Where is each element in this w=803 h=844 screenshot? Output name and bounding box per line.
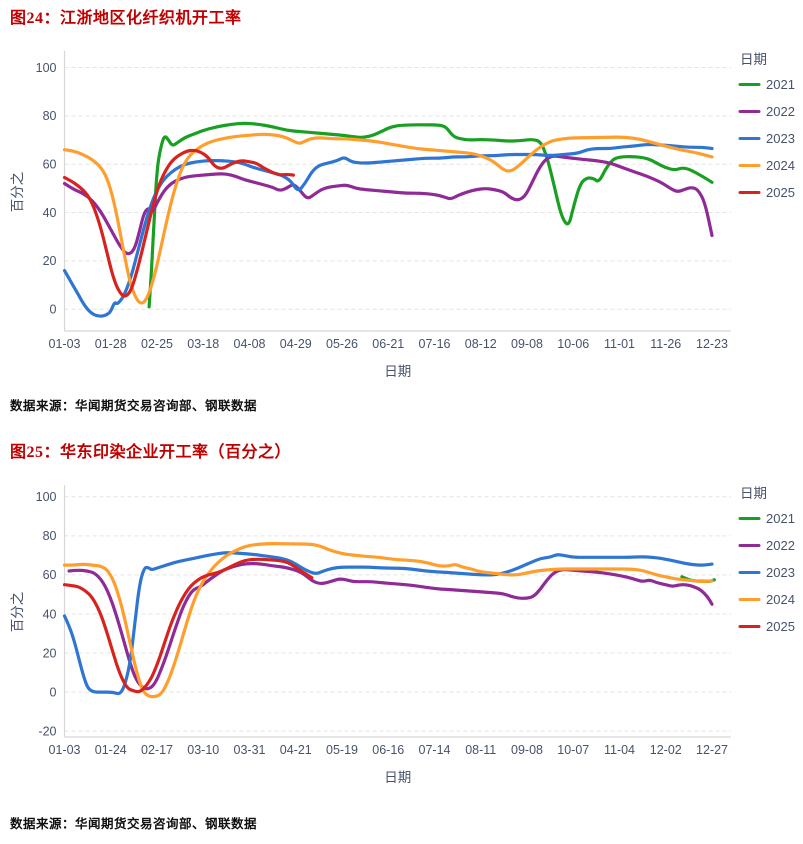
x-tick-label: 02-25 <box>141 337 173 351</box>
y-tick-label: 100 <box>36 61 57 75</box>
legend-item-2022[interactable]: 2022 <box>738 538 795 553</box>
series-line-2024[interactable] <box>62 132 714 305</box>
x-tick-label: 12-23 <box>696 337 728 351</box>
x-tick-label: 09-08 <box>511 337 543 351</box>
legend-label: 2022 <box>766 538 795 553</box>
x-tick-label: 03-31 <box>234 743 266 757</box>
y-tick-label: 80 <box>43 529 57 543</box>
y-tick-label: -20 <box>38 724 56 738</box>
y-tick-label: 40 <box>43 206 57 220</box>
legend-item-2022[interactable]: 2022 <box>738 104 795 119</box>
x-tick-label: 04-21 <box>280 743 312 757</box>
x-tick-label: 10-07 <box>557 743 589 757</box>
y-tick-label: 0 <box>50 685 57 699</box>
x-tick-label: 02-17 <box>141 743 173 757</box>
legend-item-2024[interactable]: 2024 <box>738 158 795 173</box>
x-tick-label: 11-26 <box>650 337 681 351</box>
x-tick-label: 09-08 <box>511 743 543 757</box>
series-line-2022[interactable] <box>62 154 714 256</box>
legend-item-2024[interactable]: 2024 <box>738 592 795 607</box>
x-tick-label: 03-10 <box>187 743 219 757</box>
legend-item-2025[interactable]: 2025 <box>738 619 795 634</box>
y-tick-label: 100 <box>36 490 57 504</box>
x-tick-label: 07-14 <box>419 743 451 757</box>
y-tick-label: 40 <box>43 607 57 621</box>
legend-label: 2024 <box>766 158 795 173</box>
y-tick-label: 20 <box>43 254 57 268</box>
x-tick-label: 07-16 <box>419 337 451 351</box>
y-tick-label: 0 <box>50 303 57 317</box>
x-tick-label: 12-27 <box>696 743 728 757</box>
x-tick-label: 01-28 <box>95 337 127 351</box>
x-tick-label: 06-21 <box>372 337 404 351</box>
chart25-source: 数据来源：华闻期货交易咨询部、钢联数据 <box>10 817 258 831</box>
series-line-2024[interactable] <box>62 542 714 699</box>
y-axis-title: 百分之 <box>10 592 25 633</box>
x-tick-label: 05-19 <box>326 743 358 757</box>
y-tick-label: 20 <box>43 646 57 660</box>
x-tick-label: 12-02 <box>650 743 682 757</box>
legend-label: 2021 <box>766 511 795 526</box>
legend-item-2021[interactable]: 2021 <box>738 511 795 526</box>
series-line-2025[interactable] <box>62 557 314 694</box>
y-tick-label: 80 <box>43 109 57 123</box>
x-tick-label: 01-24 <box>95 743 127 757</box>
legend-item-2025[interactable]: 2025 <box>738 185 795 200</box>
legend-label: 2022 <box>766 104 795 119</box>
x-tick-label: 03-18 <box>187 337 219 351</box>
series-line-2023[interactable] <box>62 551 714 696</box>
x-tick-label: 11-01 <box>604 337 635 351</box>
legend-title: 日期 <box>740 486 767 501</box>
y-tick-label: 60 <box>43 568 57 582</box>
x-tick-label: 05-26 <box>326 337 358 351</box>
legend-item-2021[interactable]: 2021 <box>738 77 795 92</box>
x-tick-label: 04-29 <box>280 337 312 351</box>
x-tick-label: 08-11 <box>465 743 496 757</box>
chart24-plot-area[interactable]: 100 80 60 40 20 0 01-03 01-28 02-25 03-18 04-08 04-… <box>0 38 803 390</box>
x-tick-label: 06-16 <box>372 743 404 757</box>
legend-item-2023[interactable]: 2023 <box>738 565 795 580</box>
chart25-title: 图25：华东印染企业开工率（百分之） <box>10 444 292 461</box>
y-axis-title: 百分之 <box>10 172 25 213</box>
legend-label: 2023 <box>766 565 795 580</box>
x-tick-label: 01-03 <box>49 337 81 351</box>
x-tick-label: 01-03 <box>49 743 81 757</box>
x-tick-label: 10-06 <box>557 337 589 351</box>
x-axis-title: 日期 <box>384 770 411 785</box>
x-tick-label: 04-08 <box>234 337 266 351</box>
chart25-plot-area[interactable]: 100 80 60 40 20 0 -20 01-03 01-24 02-17 03-10 03-31… <box>0 472 803 812</box>
x-tick-label: 08-12 <box>465 337 497 351</box>
legend-title: 日期 <box>740 52 767 67</box>
chart24-source: 数据来源：华闻期货交易咨询部、钢联数据 <box>10 399 258 413</box>
series-line-2025[interactable] <box>62 148 295 298</box>
legend-label: 2021 <box>766 77 795 92</box>
y-tick-label: 60 <box>43 158 57 172</box>
legend-label: 2025 <box>766 185 795 200</box>
x-tick-label: 11-04 <box>604 743 635 757</box>
legend-label: 2024 <box>766 592 795 607</box>
series-line-2023[interactable] <box>62 142 714 318</box>
legend-label: 2023 <box>766 131 795 146</box>
chart24-title: 图24：江浙地区化纤织机开工率 <box>10 10 242 27</box>
legend-item-2023[interactable]: 2023 <box>738 131 795 146</box>
legend-label: 2025 <box>766 619 795 634</box>
series-line-2022[interactable] <box>67 562 714 691</box>
x-axis-title: 日期 <box>384 364 411 379</box>
